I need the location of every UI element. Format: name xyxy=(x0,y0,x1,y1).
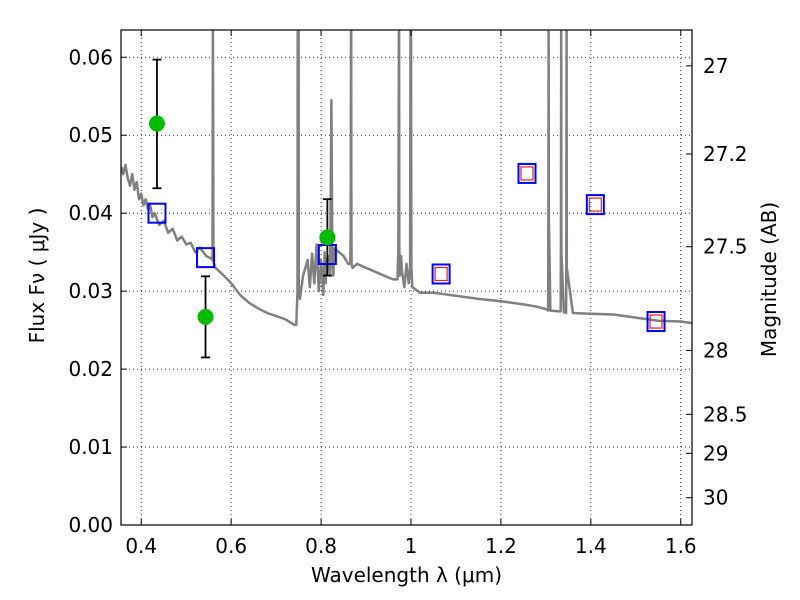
mag-tick-label: 28.5 xyxy=(703,402,748,426)
magnitude-axis-label: Magnitude (AB) xyxy=(757,202,781,357)
model-photometry-box xyxy=(585,194,605,216)
x-tick-label: 1 xyxy=(405,534,418,558)
model-photometry-box xyxy=(147,202,167,224)
observed-point xyxy=(197,308,214,325)
model-spectrum-line xyxy=(121,30,692,326)
y-tick-label: 0.04 xyxy=(68,201,113,225)
y-tick-label: 0.03 xyxy=(68,279,113,303)
observed-point xyxy=(319,229,336,246)
mag-tick-label: 27.2 xyxy=(703,142,748,166)
x-tick-label: 0.4 xyxy=(125,534,157,558)
x-tick-label: 1.4 xyxy=(575,534,607,558)
model-photometry-box xyxy=(431,263,451,285)
model-photometry-inner-box xyxy=(588,197,602,212)
model-photometry-inner-box xyxy=(649,314,663,329)
model-photometry-box xyxy=(646,311,666,333)
mag-tick-label: 27.5 xyxy=(703,235,748,259)
y-tick-label: 0.00 xyxy=(68,513,113,537)
grid-lines xyxy=(121,30,692,526)
x-tick-label: 0.8 xyxy=(305,534,337,558)
x-tick-label: 0.6 xyxy=(215,534,247,558)
y-tick-label: 0.06 xyxy=(68,45,113,69)
y-axis-label: Flux Fν ( μJy ) xyxy=(25,208,49,344)
x-tick-label: 1.6 xyxy=(665,534,697,558)
axis-ticks: 0.4 0.6 0.8 1 1.2 1.4 1.6 0.00 0.01 0.02 0.03 0.04 0… xyxy=(68,30,748,558)
model-photometry-inner-box xyxy=(520,166,534,181)
mag-tick-label: 30 xyxy=(703,486,728,510)
y-tick-label: 0.05 xyxy=(68,123,113,147)
y-tick-label: 0.02 xyxy=(68,357,113,381)
x-tick-label: 1.2 xyxy=(485,534,517,558)
y-tick-label: 0.01 xyxy=(68,435,113,459)
model-photometry-inner-box xyxy=(434,266,448,282)
observed-point xyxy=(148,115,165,132)
plot-frame xyxy=(120,29,693,526)
mag-tick-label: 27 xyxy=(703,54,728,78)
x-axis-label: Wavelength λ (μm) xyxy=(311,563,502,587)
model-photometry-box xyxy=(517,162,537,184)
plot-area xyxy=(121,30,692,359)
model-photometry-box xyxy=(196,247,216,269)
mag-tick-label: 28 xyxy=(703,338,728,362)
mag-tick-label: 29 xyxy=(703,441,728,465)
